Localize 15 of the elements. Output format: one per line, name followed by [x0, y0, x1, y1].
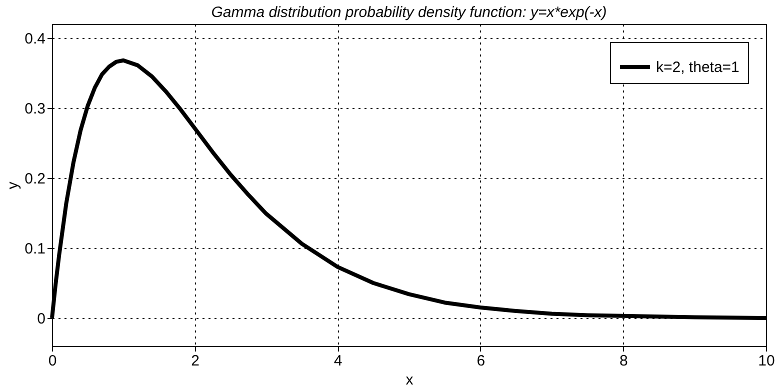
- y-tick-label: 0: [37, 310, 46, 328]
- x-tick-label: 10: [758, 352, 775, 370]
- x-tick-label: 4: [334, 352, 342, 370]
- y-tick-label: 0.3: [24, 100, 46, 118]
- y-tick-label: 0.1: [24, 240, 46, 258]
- x-tick-label: 8: [620, 352, 628, 370]
- x-axis-title: x: [406, 372, 414, 388]
- x-tick-label: 6: [476, 352, 486, 370]
- y-tick-label: 0.4: [24, 30, 46, 48]
- chart-title: Gamma distribution probability density function: y=x*exp(-x): [211, 4, 607, 21]
- x-tick-label: 2: [191, 352, 200, 370]
- y-axis-title: y: [4, 181, 22, 190]
- x-tick-label: 0: [48, 352, 57, 370]
- legend-label: k=2, theta=1: [656, 59, 740, 76]
- y-tick-label: 0.2: [24, 170, 46, 188]
